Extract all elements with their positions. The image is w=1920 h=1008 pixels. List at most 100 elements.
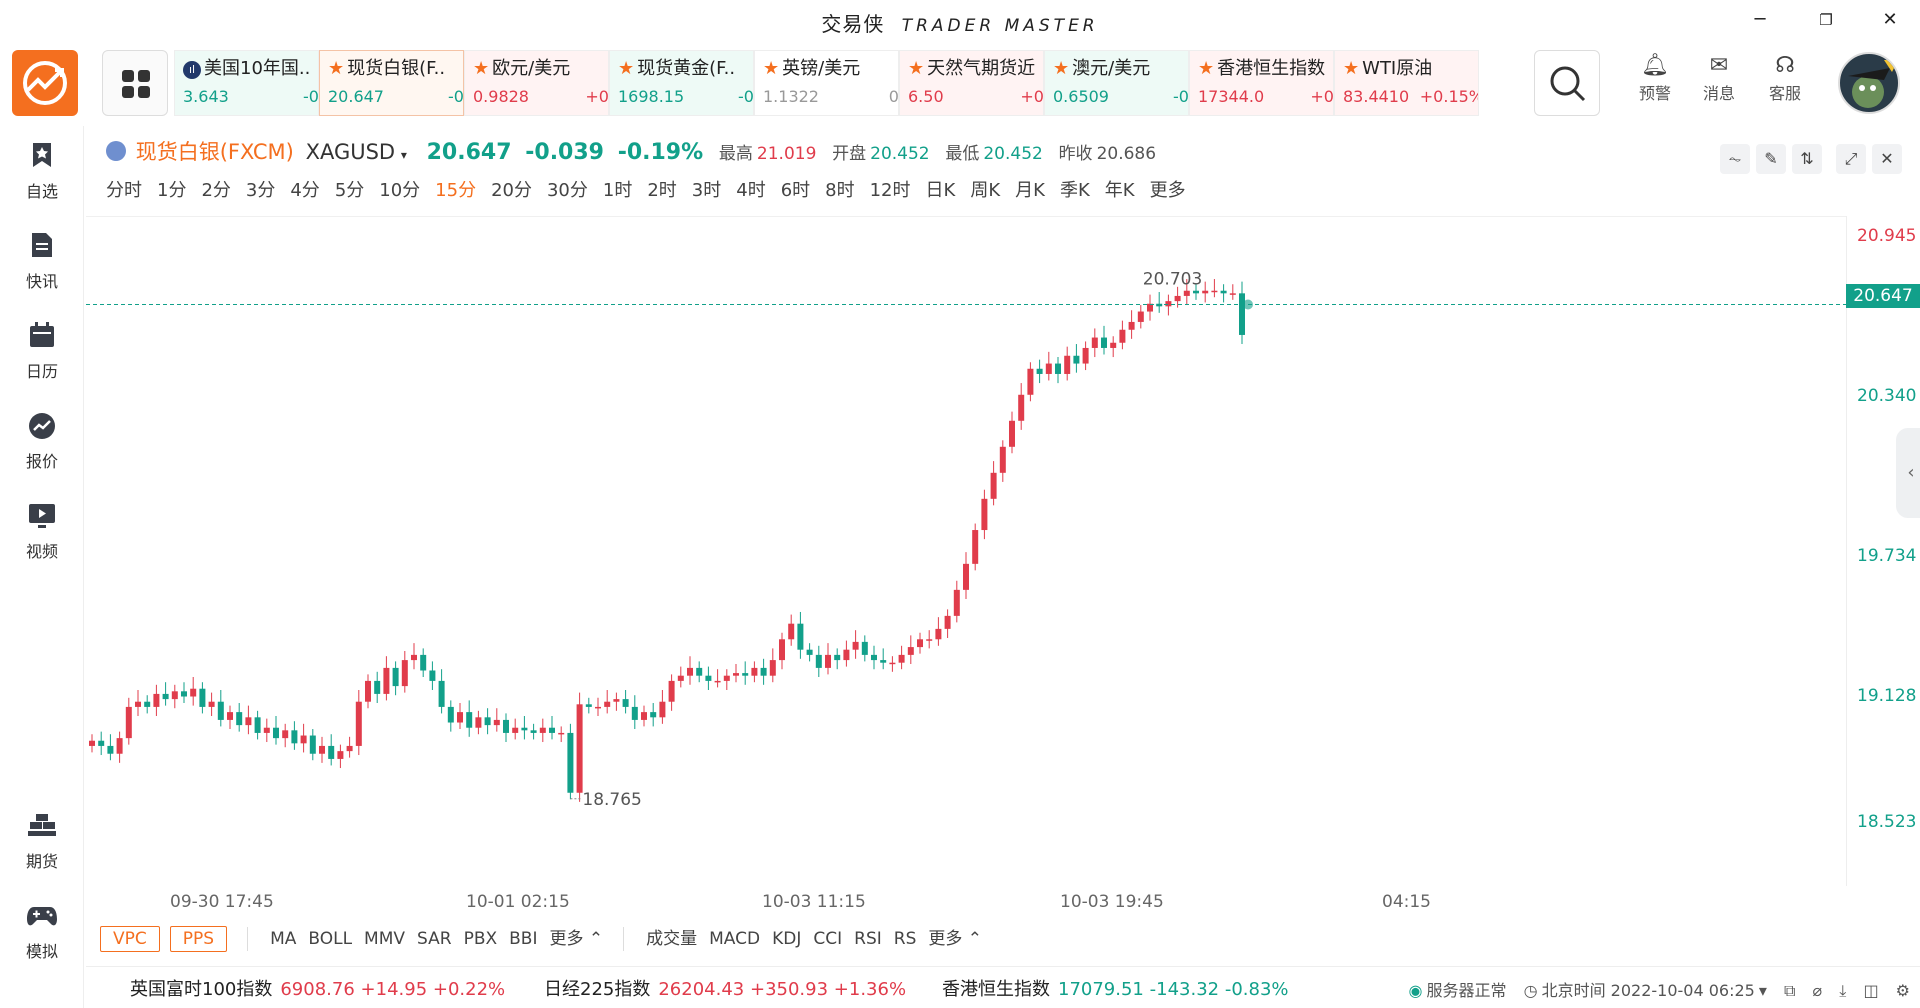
- period-0[interactable]: 分时: [106, 180, 142, 201]
- beijing-time[interactable]: 北京时间 2022-10-04 06:25: [1541, 981, 1755, 1000]
- message-button[interactable]: ✉ 消息: [1692, 52, 1746, 104]
- sub-indicator-0[interactable]: 成交量: [646, 929, 698, 949]
- minimize-button[interactable]: ─: [1754, 9, 1766, 30]
- candle-body: [530, 730, 537, 733]
- period-11[interactable]: 2时: [647, 180, 677, 201]
- search-button[interactable]: [1534, 50, 1600, 116]
- period-2[interactable]: 2分: [201, 180, 231, 201]
- period-15[interactable]: 8时: [825, 180, 855, 201]
- sidebar-item-quotes[interactable]: 报价: [0, 412, 84, 472]
- period-1[interactable]: 1分: [157, 180, 187, 201]
- apps-grid-button[interactable]: [102, 50, 168, 116]
- ticker-item[interactable]: ★英镑/美元 1.1322 0.: [754, 50, 899, 116]
- ticker-item[interactable]: ★欧元/美元 0.9828 +0.: [464, 50, 609, 116]
- period-7[interactable]: 15分: [435, 180, 477, 201]
- star-icon[interactable]: ★: [908, 58, 925, 79]
- app-logo[interactable]: [12, 50, 78, 116]
- star-icon[interactable]: ★: [618, 58, 635, 79]
- chevron-down-icon[interactable]: ▾: [400, 148, 407, 162]
- period-9[interactable]: 30分: [546, 180, 588, 201]
- fullscreen-icon[interactable]: ⤢: [1836, 144, 1866, 174]
- chevron-down-icon[interactable]: ▾: [1758, 981, 1767, 1000]
- index-nikkei[interactable]: 日经225指数 26204.43 +350.93 +1.36%: [544, 979, 907, 1000]
- window-layout-icon[interactable]: ⧉: [1784, 981, 1796, 1000]
- attach-icon[interactable]: ⌀: [1812, 981, 1823, 1000]
- sub-indicator-1[interactable]: MACD: [709, 929, 761, 949]
- avatar-image: [1848, 60, 1898, 108]
- sidebar-item-news[interactable]: 快讯: [0, 232, 84, 292]
- sub-indicator-2[interactable]: KDJ: [772, 929, 802, 949]
- period-17[interactable]: 日K: [925, 180, 956, 201]
- ticker-item[interactable]: ★澳元/美元 0.6509 -0.: [1044, 50, 1189, 116]
- star-icon[interactable]: ★: [473, 58, 490, 79]
- candle-body: [107, 745, 114, 754]
- sidebar-item-video[interactable]: 视频: [0, 502, 84, 562]
- main-indicator-0[interactable]: MA: [270, 929, 297, 949]
- index-hsi[interactable]: 香港恒生指数 17079.51 -143.32 -0.83%: [942, 979, 1289, 1000]
- candle-body: [880, 660, 887, 663]
- period-10[interactable]: 1时: [602, 180, 633, 201]
- period-16[interactable]: 12时: [869, 180, 911, 201]
- sub-indicator-6[interactable]: 更多 ⌃: [928, 929, 983, 949]
- sub-indicator-4[interactable]: RSI: [854, 929, 882, 949]
- star-icon[interactable]: ★: [763, 58, 780, 79]
- star-icon[interactable]: ★: [328, 58, 345, 79]
- ticker-item[interactable]: ★天然气期货近 6.50 +0.: [899, 50, 1044, 116]
- screenshot-icon[interactable]: ◫: [1863, 981, 1879, 1000]
- period-18[interactable]: 周K: [970, 180, 1001, 201]
- ticker-item[interactable]: ★现货黄金(F.. 1698.15 -0.: [609, 50, 754, 116]
- sidebar-item-simulate[interactable]: 模拟: [0, 902, 84, 962]
- ticker-item[interactable]: ★现货白银(F.. 20.647 -0.: [319, 50, 464, 116]
- draw-pen-icon[interactable]: ✎: [1756, 144, 1786, 174]
- candlestick-chart[interactable]: 20.703 18.765: [86, 216, 1846, 886]
- candle-body: [521, 727, 528, 731]
- period-13[interactable]: 4时: [736, 180, 766, 201]
- main-indicator-1[interactable]: BOLL: [308, 929, 353, 949]
- index-ftse[interactable]: 英国富时100指数 6908.76 +14.95 +0.22%: [130, 979, 506, 1000]
- period-6[interactable]: 10分: [379, 180, 421, 201]
- sidebar-item-calendar[interactable]: 日历: [0, 322, 84, 382]
- sub-indicator-5[interactable]: RS: [893, 929, 917, 949]
- candle-body: [907, 647, 914, 655]
- ticker-item[interactable]: ★ WTI原油 83.4410 +0.15%: [1334, 50, 1479, 116]
- star-icon[interactable]: ★: [1053, 58, 1070, 79]
- candle-style-icon[interactable]: ⇅: [1792, 144, 1822, 174]
- period-3[interactable]: 3分: [245, 180, 276, 201]
- close-button[interactable]: ✕: [1882, 9, 1898, 30]
- star-icon[interactable]: ★: [1343, 58, 1360, 79]
- period-5[interactable]: 5分: [334, 180, 365, 201]
- symbol-name[interactable]: 现货白银(FXCM): [135, 140, 294, 164]
- support-button[interactable]: ☊ 客服: [1758, 52, 1812, 104]
- period-14[interactable]: 6时: [780, 180, 811, 201]
- period-22[interactable]: 更多: [1149, 180, 1186, 201]
- alert-button[interactable]: 🔔︎ 预警: [1628, 52, 1682, 104]
- download-icon[interactable]: ⤓: [1839, 981, 1847, 1000]
- user-avatar[interactable]: [1838, 52, 1900, 114]
- main-indicator-2[interactable]: MMV: [364, 929, 406, 949]
- indicator-box-0[interactable]: VPC: [100, 926, 160, 952]
- main-indicator-4[interactable]: PBX: [463, 929, 498, 949]
- symbol-code-dropdown[interactable]: XAGUSD: [305, 140, 396, 164]
- period-12[interactable]: 3时: [691, 180, 722, 201]
- indicator-box-1[interactable]: PPS: [169, 926, 228, 952]
- chart-canvas[interactable]: 20.703 18.765: [86, 217, 1846, 887]
- period-21[interactable]: 年K: [1104, 180, 1135, 201]
- main-indicator-3[interactable]: SAR: [417, 929, 452, 949]
- star-icon[interactable]: ★: [1198, 58, 1215, 79]
- sidebar-item-watchlist[interactable]: 自选: [0, 142, 84, 202]
- sidebar-item-futures[interactable]: 期货: [0, 812, 84, 872]
- collapse-panel-button[interactable]: ‹: [1896, 428, 1920, 518]
- main-indicator-5[interactable]: BBI: [509, 929, 538, 949]
- period-20[interactable]: 季K: [1059, 180, 1090, 201]
- settings-icon[interactable]: ⚙: [1895, 981, 1910, 1000]
- main-indicator-6[interactable]: 更多 ⌃: [549, 929, 604, 949]
- restore-button[interactable]: ❐: [1819, 11, 1833, 29]
- period-4[interactable]: 4分: [290, 180, 320, 201]
- indicator-line-icon[interactable]: ⏦: [1720, 144, 1750, 174]
- ticker-item[interactable]: ★香港恒生指数 17344.0 +0.: [1189, 50, 1334, 116]
- period-19[interactable]: 月K: [1015, 180, 1045, 201]
- period-8[interactable]: 20分: [491, 180, 532, 201]
- close-chart-icon[interactable]: ✕: [1872, 144, 1902, 174]
- sub-indicator-3[interactable]: CCI: [813, 929, 843, 949]
